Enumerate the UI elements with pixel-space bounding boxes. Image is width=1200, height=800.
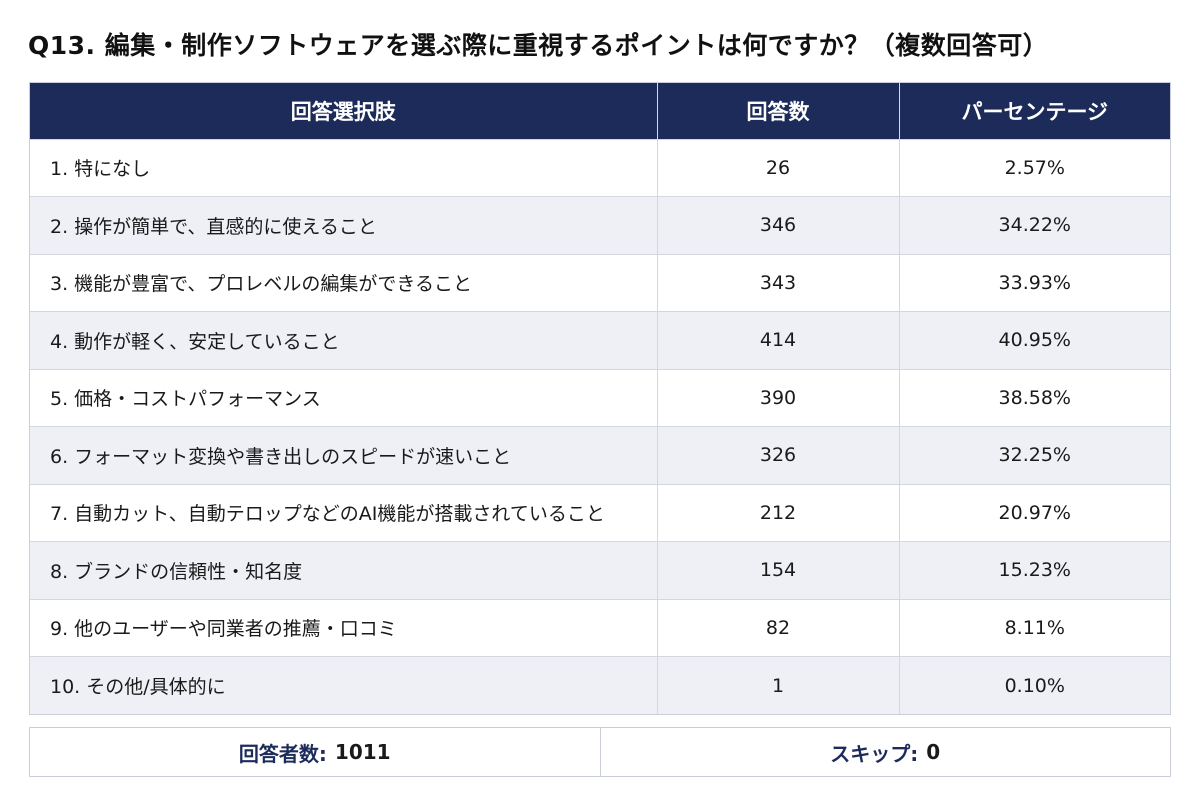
table-row: 7. 自動カット、自動テロップなどのAI機能が搭載されていること 212 20.… (30, 483, 1170, 542)
percent-cell: 2.57% (899, 138, 1170, 197)
table-row: 5. 価格・コストパフォーマンス 390 38.58% (30, 368, 1170, 427)
choice-cell: 6. フォーマット変換や書き出しのスピードが速いこと (30, 426, 658, 484)
percent-cell: 15.23% (899, 541, 1170, 599)
count-cell: 343 (657, 253, 900, 312)
choice-cell: 2. 操作が簡単で、直感的に使えること (30, 196, 658, 254)
skip-summary: スキップ: 0 (599, 728, 1171, 776)
table-row: 9. 他のユーザーや同業者の推薦・口コミ 82 8.11% (30, 598, 1170, 657)
percent-cell: 33.93% (899, 253, 1170, 312)
percent-cell: 32.25% (899, 426, 1170, 484)
summary-bar: 回答者数: 1011 スキップ: 0 (29, 727, 1171, 777)
table-row: 4. 動作が軽く、安定していること 414 40.95% (30, 311, 1170, 369)
choice-cell: 4. 動作が軽く、安定していること (30, 311, 658, 369)
count-cell: 212 (657, 483, 900, 542)
header-percent: パーセンテージ (899, 83, 1170, 139)
skip-label: スキップ: (830, 741, 919, 766)
percent-cell: 8.11% (899, 598, 1170, 657)
respondents-value: 1011 (334, 740, 391, 764)
header-count: 回答数 (657, 83, 900, 139)
table-row: 8. ブランドの信頼性・知名度 154 15.23% (30, 541, 1170, 599)
percent-cell: 0.10% (899, 656, 1170, 714)
count-cell: 154 (657, 541, 900, 599)
respondents-label: 回答者数: (238, 741, 327, 766)
choice-cell: 3. 機能が豊富で、プロレベルの編集ができること (30, 253, 658, 312)
table-row: 2. 操作が簡単で、直感的に使えること 346 34.22% (30, 196, 1170, 254)
table-row: 6. フォーマット変換や書き出しのスピードが速いこと 326 32.25% (30, 426, 1170, 484)
percent-cell: 20.97% (899, 483, 1170, 542)
percent-cell: 38.58% (899, 368, 1170, 427)
count-cell: 26 (657, 138, 900, 197)
choice-cell: 10. その他/具体的に (30, 656, 658, 714)
count-cell: 326 (657, 426, 900, 484)
percent-cell: 34.22% (899, 196, 1170, 254)
header-choice: 回答選択肢 (30, 83, 658, 139)
results-table: 回答選択肢 回答数 パーセンテージ 1. 特になし 26 2.57% 2. 操作… (29, 82, 1171, 715)
table-header-row: 回答選択肢 回答数 パーセンテージ (30, 83, 1170, 139)
percent-cell: 40.95% (899, 311, 1170, 369)
respondents-summary: 回答者数: 1011 (30, 728, 600, 776)
count-cell: 414 (657, 311, 900, 369)
page-title: Q13. 編集・制作ソフトウェアを選ぶ際に重視するポイントは何ですか？（複数回答… (28, 31, 1049, 60)
choice-cell: 1. 特になし (30, 138, 658, 197)
count-cell: 390 (657, 368, 900, 427)
choice-cell: 7. 自動カット、自動テロップなどのAI機能が搭載されていること (30, 483, 658, 542)
count-cell: 82 (657, 598, 900, 657)
table-row: 10. その他/具体的に 1 0.10% (30, 656, 1170, 714)
choice-cell: 9. 他のユーザーや同業者の推薦・口コミ (30, 598, 658, 657)
table-row: 3. 機能が豊富で、プロレベルの編集ができること 343 33.93% (30, 253, 1170, 312)
table-row: 1. 特になし 26 2.57% (30, 138, 1170, 197)
choice-cell: 8. ブランドの信頼性・知名度 (30, 541, 658, 599)
choice-cell: 5. 価格・コストパフォーマンス (30, 368, 658, 427)
count-cell: 346 (657, 196, 900, 254)
skip-value: 0 (926, 740, 941, 764)
count-cell: 1 (657, 656, 900, 714)
